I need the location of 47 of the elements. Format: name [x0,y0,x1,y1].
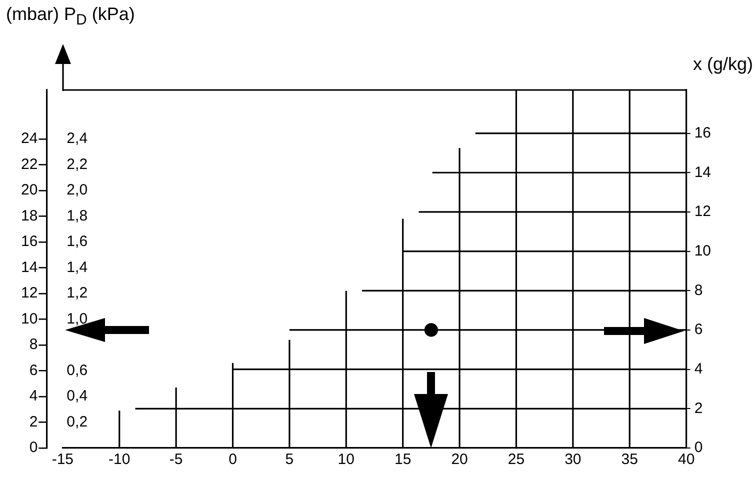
y2-tick-label: 8 [694,282,703,299]
y2-tick-label: 10 [694,242,712,260]
x-tick-label: 0 [228,451,237,468]
y-tick-label: 18 [20,207,38,224]
y-tick-label: 6 [29,362,38,379]
y2-tick-label: 14 [694,164,712,181]
y2-axis-title: x (g/kg) [692,54,753,75]
y-tick-label: 10 [20,310,38,328]
y3-tick-label: 1,2 [66,284,88,302]
x-tick-label: -10 [108,451,130,468]
x-tick-label: 35 [621,451,638,468]
y3-tick-label: 1,0 [66,310,88,328]
y3-tick-label: 1,8 [66,207,88,224]
y3-tick-label: 0,2 [66,413,88,430]
y-tick-label: 24 [20,130,38,148]
y-axis-title: (mbar) P$_{D}$ (kPa) [6,4,135,29]
x-tick-label: 20 [451,451,468,468]
y2-tick-label: 6 [694,321,703,338]
y3-tick-label: 1,6 [66,233,88,250]
y3-tick-label: 1,4 [66,258,88,276]
y3-tick-label: 2,2 [66,156,88,173]
x-tick-label: -5 [169,451,183,468]
y-tick-label: 4 [29,388,38,405]
x-tick-label: 5 [285,451,294,468]
x-tick-label: 10 [338,451,354,468]
y2-tick-label: 2 [694,400,703,417]
y3-tick-label: 0,4 [66,388,88,405]
y2-tick-label: 16 [694,124,712,142]
y-tick-label: 20 [20,182,38,199]
x-tick-label: 30 [564,451,582,468]
y-tick-label: 8 [29,336,38,354]
y3-tick-label: 2,4 [66,130,88,148]
y2-tick-label: 0 [694,439,703,456]
y-tick-label: 12 [20,284,38,302]
y-tick-label: 0 [29,439,38,456]
y-tick-label: 14 [20,258,38,276]
y-tick-label: 16 [20,233,38,250]
x-tick-label: -15 [52,451,74,468]
x-tick-label: 25 [508,451,525,468]
y-tick-label: 2 [29,413,38,430]
y3-tick-label: 0,6 [66,362,88,379]
y2-tick-label: 4 [694,360,703,378]
x-tick-label: 40 [678,451,695,468]
y3-tick-label: 2,0 [66,182,88,199]
y2-tick-label: 12 [694,203,712,220]
x-tick-label: 15 [394,451,412,468]
y-tick-label: 22 [20,156,38,173]
